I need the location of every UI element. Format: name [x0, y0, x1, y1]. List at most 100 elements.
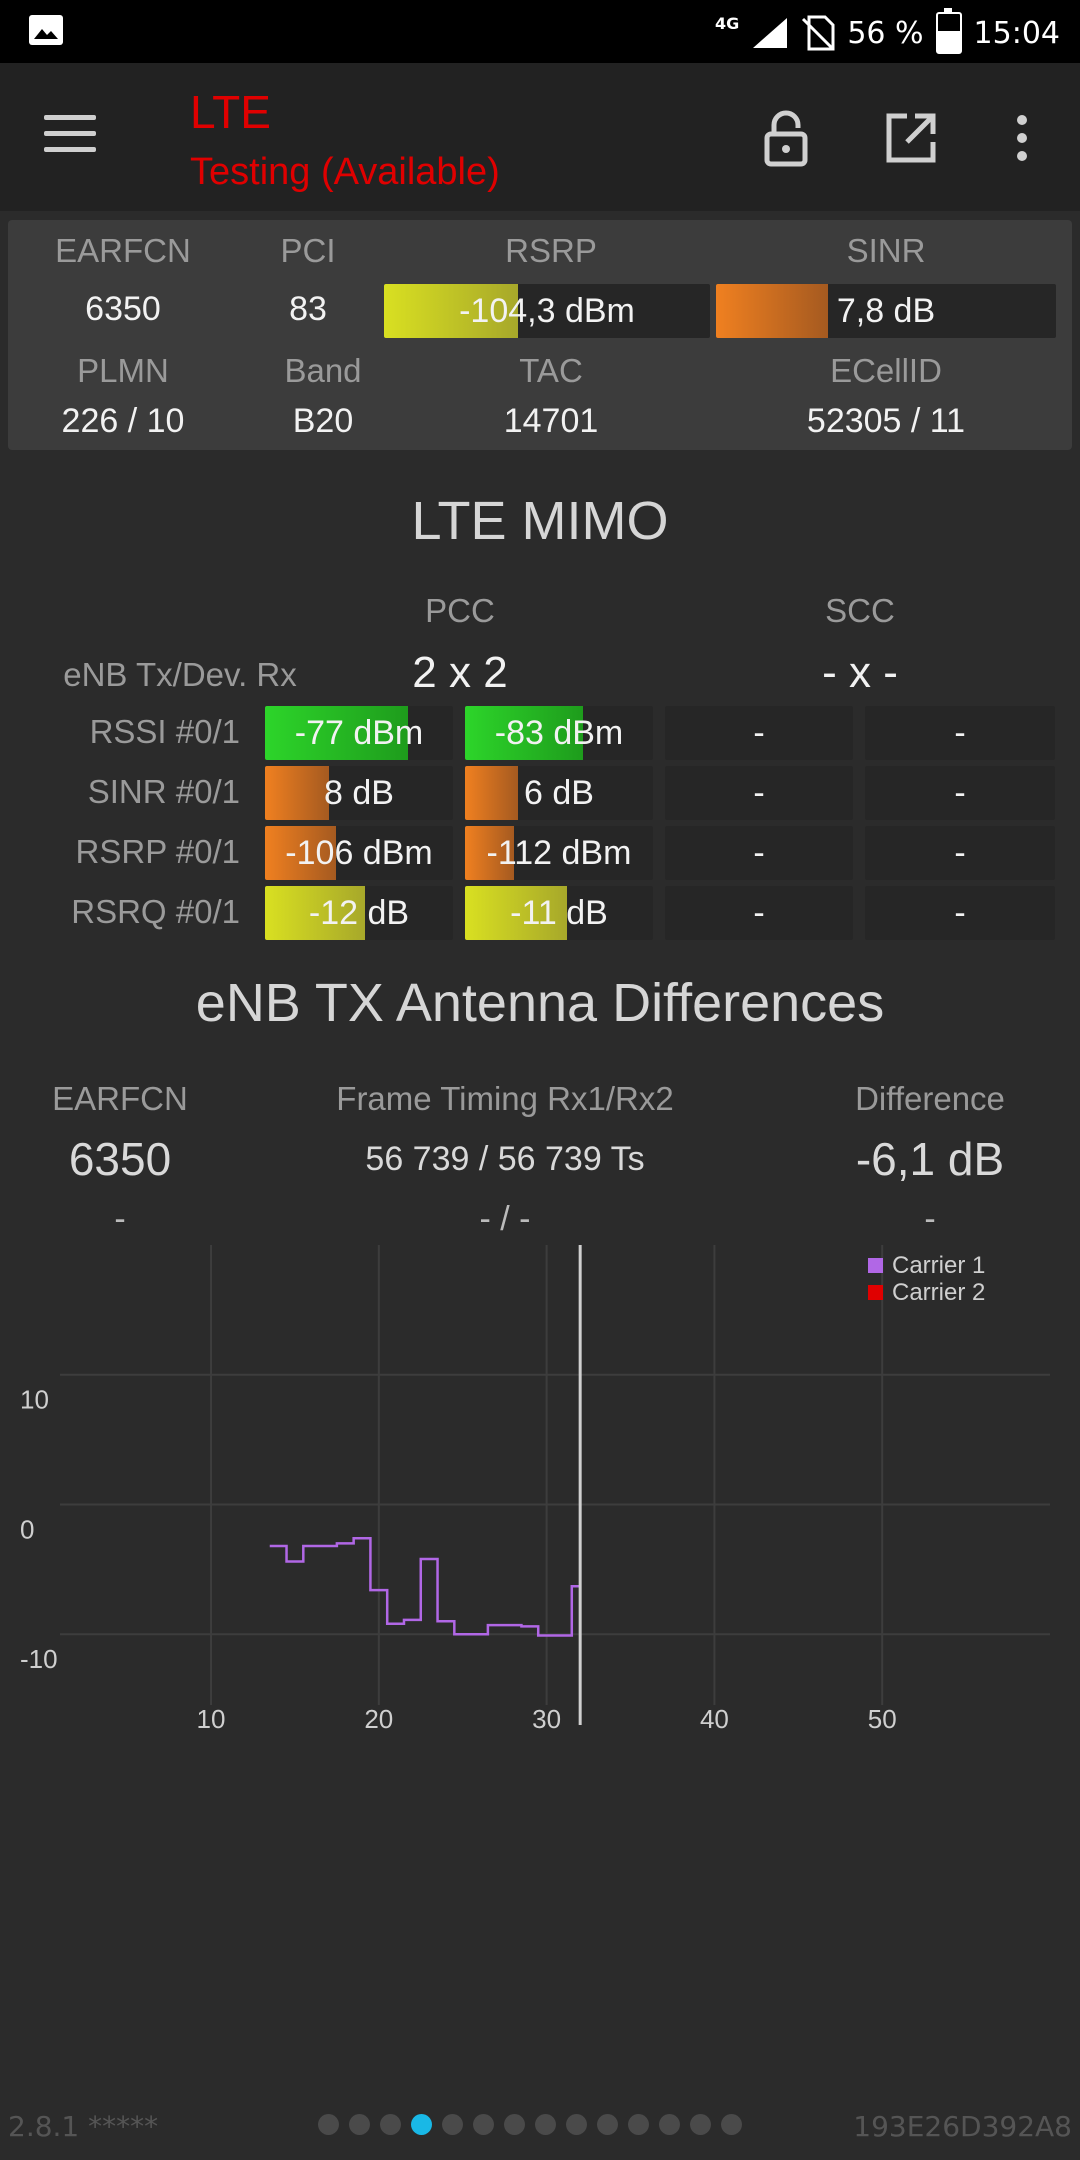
mimo-cell-fill [465, 766, 518, 820]
frame-timing-value: 56 739 / 56 739 Ts [365, 1140, 645, 1178]
mimo-row-label: SINR #0/1 [87, 773, 240, 810]
mimo-row-label: RSRQ #0/1 [71, 893, 240, 930]
legend-swatch [868, 1258, 883, 1273]
mimo-cell: - [865, 706, 1055, 760]
scc-label: SCC [825, 592, 895, 629]
tac-value: 14701 [503, 402, 599, 440]
mimo-cell: - [865, 886, 1055, 940]
mimo-cell-value: - [753, 834, 765, 872]
band-label: Band [284, 352, 362, 389]
mimo-cell: -83 dBm [465, 706, 653, 760]
page-dot[interactable] [380, 2114, 401, 2135]
frame-timing-value-2: - / - [479, 1200, 531, 1238]
sinr-meter-fill [716, 284, 829, 338]
page-dot[interactable] [535, 2114, 556, 2135]
earfcn-label: EARFCN [55, 232, 191, 269]
page-dot[interactable] [442, 2114, 463, 2135]
mimo-cell-fill [265, 706, 408, 760]
antenna-earfcn-value-2: - [114, 1200, 126, 1238]
network-type: 4G [715, 13, 740, 33]
pcc-label: PCC [425, 592, 495, 629]
page-dot[interactable] [690, 2114, 711, 2135]
no-sim-icon [802, 15, 835, 51]
battery-percent: 56 % [847, 15, 924, 51]
legend-label: Carrier 2 [892, 1279, 985, 1306]
mimo-row-label: RSRP #0/1 [75, 833, 240, 870]
mimo-cell-value: - [954, 774, 966, 812]
y-tick-label: -10 [20, 1644, 58, 1674]
rsrp-meter-fill [384, 284, 518, 338]
mimo-cell-fill [265, 766, 329, 820]
difference-label: Difference [855, 1080, 1005, 1117]
mimo-cell-value: - [753, 714, 765, 752]
pcc-config: 2 x 2 [412, 648, 508, 697]
page-dot[interactable] [473, 2114, 494, 2135]
plmn-label: PLMN [77, 352, 169, 389]
app-subtitle: Testing (Available) [190, 151, 500, 193]
serving-cell-panel: EARFCN PCI RSRP SINR 6350 83 -104,3 dBm … [8, 220, 1072, 450]
battery-icon [935, 8, 962, 54]
mimo-cell-fill [465, 886, 567, 940]
tac-label: TAC [519, 352, 583, 389]
page-dot[interactable] [597, 2114, 618, 2135]
mimo-cell-value: -83 dBm [494, 714, 624, 752]
app-bar: LTE Testing (Available) [0, 63, 1080, 211]
mimo-cell: -12 dB [265, 886, 453, 940]
page-dot[interactable] [566, 2114, 587, 2135]
page-dot[interactable] [721, 2114, 742, 2135]
difference-value: -6,1 dB [855, 1133, 1005, 1185]
mimo-cell: -106 dBm [265, 826, 453, 880]
y-tick-label: 10 [20, 1385, 49, 1415]
mimo-cell: - [665, 706, 853, 760]
signal-icon [753, 18, 788, 48]
band-value: B20 [292, 402, 354, 440]
pci-label: PCI [280, 232, 336, 269]
mimo-cell-value: - [753, 894, 765, 932]
mimo-cell-value: - [753, 774, 765, 812]
page-dot[interactable] [659, 2114, 680, 2135]
mimo-cell: - [665, 886, 853, 940]
page-dot[interactable] [411, 2114, 432, 2135]
x-tick-label: 20 [364, 1704, 393, 1734]
sinr-meter: 7,8 dB [716, 284, 1056, 338]
page-dot[interactable] [349, 2114, 370, 2135]
image-icon [29, 15, 63, 45]
clock: 15:04 [973, 15, 1060, 51]
mimo-cell-value: -106 dBm [285, 834, 433, 872]
antenna-earfcn-label: EARFCN [52, 1080, 188, 1117]
mimo-cell: - [865, 826, 1055, 880]
mimo-cell-value: -77 dBm [294, 714, 424, 752]
page-indicator[interactable] [318, 2114, 742, 2135]
menu-icon[interactable] [44, 115, 96, 159]
app-title: LTE [190, 86, 271, 138]
mimo-cell: -112 dBm [465, 826, 653, 880]
mimo-cell-value: 8 dB [324, 774, 394, 812]
ecellid-label: ECellID [830, 352, 942, 389]
rsrp-label: RSRP [505, 232, 597, 269]
enb-config-label: eNB Tx/Dev. Rx [63, 656, 297, 693]
rsrp-meter: -104,3 dBm [384, 284, 710, 338]
scc-config: - x - [822, 648, 898, 697]
y-tick-label: 0 [20, 1514, 34, 1544]
rsrp-value: -104,3 dBm [459, 292, 635, 330]
mimo-cell-value: -11 dB [510, 894, 608, 932]
plmn-value: 226 / 10 [61, 402, 185, 440]
mimo-cell-fill [465, 826, 514, 880]
x-tick-label: 50 [868, 1704, 897, 1734]
open-external-icon[interactable] [881, 108, 941, 168]
x-tick-label: 30 [532, 1704, 561, 1734]
mimo-cell-value: -12 dB [308, 894, 410, 932]
page-dot[interactable] [318, 2114, 339, 2135]
more-vert-icon[interactable] [992, 108, 1052, 168]
mimo-cell: - [865, 766, 1055, 820]
footer: 2.8.1 ***** 193E26D392A8 [0, 2100, 1080, 2150]
ecellid-value: 52305 / 11 [806, 402, 966, 440]
page-dot[interactable] [504, 2114, 525, 2135]
lock-icon[interactable] [756, 108, 816, 168]
sinr-label: SINR [846, 232, 926, 269]
page-dot[interactable] [628, 2114, 649, 2135]
mimo-cell-fill [265, 826, 337, 880]
mimo-cell: - [665, 826, 853, 880]
device-id: 193E26D392A8 [853, 2110, 1072, 2143]
